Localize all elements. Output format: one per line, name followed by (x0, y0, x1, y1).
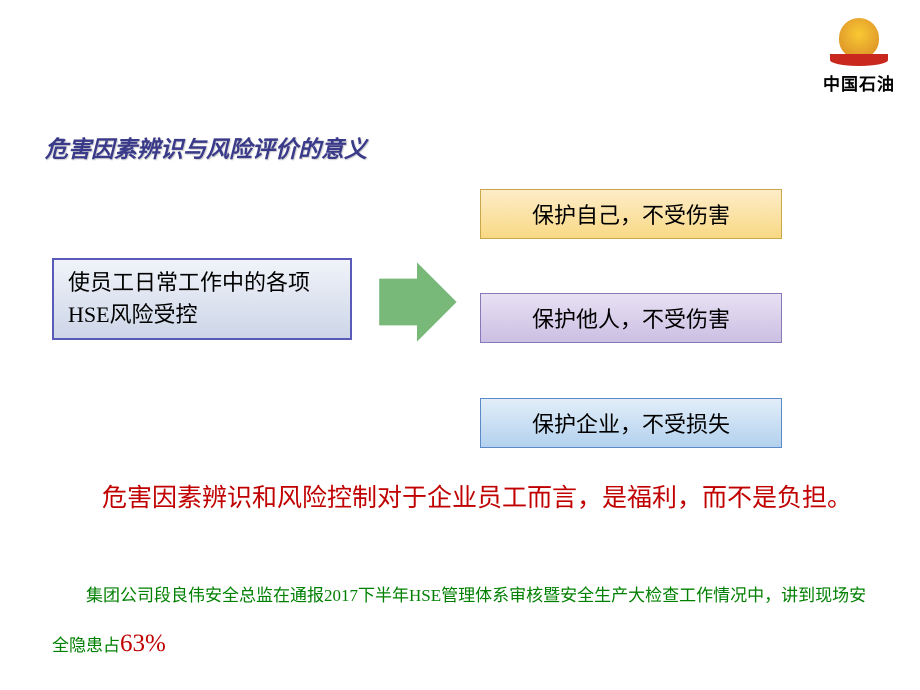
footnote-text: 集团公司段良伟安全总监在通报2017下半年HSE管理体系审核暨安全生产大检查工作… (52, 576, 872, 673)
summary-text: 危害因素辨识和风险控制对于企业员工而言，是福利，而不是负担。 (52, 480, 872, 519)
logo-sun-icon (839, 18, 879, 58)
footnote-part1: 集团公司段良伟安全总监在通报2017下半年HSE管理体系审核暨安全生产大检查工作… (52, 586, 866, 655)
right-output-box-0: 保护自己，不受伤害 (480, 189, 782, 239)
left-box-text: 使员工日常工作中的各项HSE风险受控 (68, 267, 336, 331)
right-output-box-2: 保护企业，不受损失 (480, 398, 782, 448)
slide-title: 危害因素辨识与风险评价的意义 (45, 130, 367, 164)
logo-base-icon (830, 54, 888, 66)
right-output-box-1: 保护他人，不受伤害 (480, 293, 782, 343)
brand-logo: 中国石油 (823, 18, 895, 95)
left-input-box: 使员工日常工作中的各项HSE风险受控 (52, 258, 352, 340)
logo-text: 中国石油 (823, 70, 895, 95)
arrow-icon (372, 257, 462, 347)
logo-icon (830, 18, 888, 66)
footnote-percentage: 63% (120, 630, 166, 657)
